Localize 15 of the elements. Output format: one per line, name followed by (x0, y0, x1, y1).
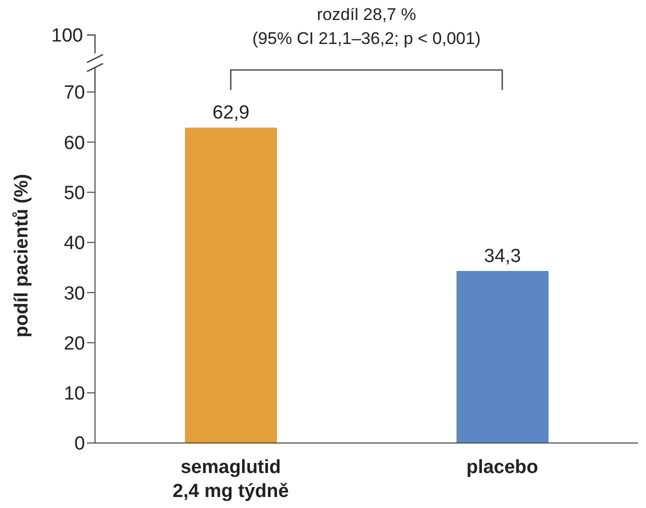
y-tick-label: 40 (64, 233, 85, 254)
y-tick-label: 0 (74, 434, 85, 455)
y-tick-label: 20 (64, 333, 85, 354)
data-label: 34,3 (484, 246, 521, 268)
y-tick-label: 70 (64, 82, 85, 104)
y-tick-label: 30 (64, 283, 85, 304)
data-label: 62,9 (212, 102, 250, 124)
y-axis-title: podíl pacientů (%) (12, 174, 33, 338)
y-tick-label: 60 (64, 132, 85, 154)
text: 100 (51, 26, 83, 47)
y-tick-label: 10 (64, 384, 85, 405)
y-tick-label: 50 (64, 183, 85, 204)
x-tick-label: semaglutid 2,4 mg týdně (172, 457, 289, 502)
text: (95% CI 21,1–36,2; p < 0,001) (252, 29, 481, 48)
x-tick-label: placebo (466, 457, 538, 478)
